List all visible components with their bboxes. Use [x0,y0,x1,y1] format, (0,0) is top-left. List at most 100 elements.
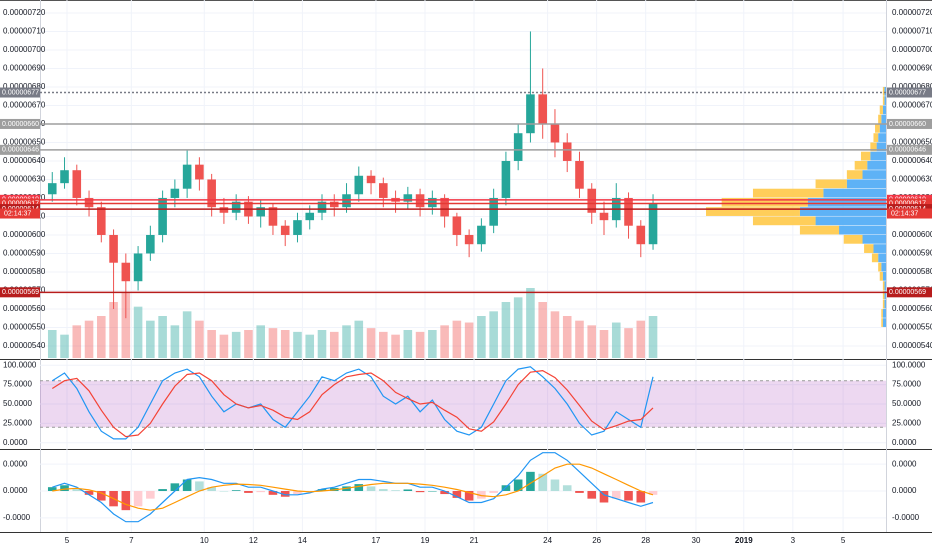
left-tick-label: 25.0000 [3,419,32,428]
candle-body [182,164,192,189]
macd-histogram [207,487,216,491]
volume-bar [648,316,658,358]
volume-bar [391,334,400,358]
x-tick-label: 2019 [735,536,753,545]
profile-down [882,281,885,290]
candle-body [47,183,57,195]
macd-histogram [366,486,376,491]
profile-up [884,299,886,309]
macd-histogram [47,487,57,491]
indicator-line [52,463,654,511]
volume-bar [575,320,584,358]
volume-bar [501,302,511,358]
x-tick-label: 5 [841,536,846,545]
macd-histogram [244,491,253,493]
level-label-bg [0,198,40,209]
level-label: 0.00000677 [2,89,39,96]
x-tick-label: 7 [129,536,134,545]
volume-bar [60,334,69,358]
volume-bar [379,331,388,358]
macd-histogram [526,471,535,491]
macd-histogram [182,479,192,491]
candle-body [648,203,658,245]
candle-body [452,216,462,235]
macd-histogram [391,490,400,491]
macd-histogram [624,491,633,501]
candle-body [538,94,547,124]
right-tick-label: 0.00000690 [892,64,932,73]
left-tick-label: 0.00000630 [3,175,46,184]
volume-bar [636,320,646,358]
volume-bar [268,328,278,358]
profile-down [870,142,877,152]
candle-body [268,207,278,226]
left-tick-label: 50.0000 [3,399,32,408]
profile-down [706,207,800,216]
level-label: 0.00000677 [889,89,926,96]
macd-histogram [60,485,69,491]
volume-bar [464,322,474,358]
x-tick-label: 14 [298,536,307,545]
profile-up [839,225,886,235]
volume-bar [403,330,413,358]
profile-down [843,234,863,244]
candle-body [366,175,376,184]
candle-body [501,160,511,198]
countdown-bg [0,208,40,219]
macd-histogram [354,484,364,491]
level-label: 0.00000660 [2,121,39,128]
candle-body [158,197,167,235]
profile-up [881,114,886,124]
x-tick-label: 26 [592,536,601,545]
level-label: 0.00000660 [889,121,926,128]
volume-bar [293,331,302,358]
macd-histogram [489,491,498,493]
candle-body [207,179,216,208]
candle-body [170,188,180,198]
candle-body [219,207,229,213]
right-tick-label: 0.00000640 [892,156,932,165]
profile-down [815,179,847,189]
x-tick-label: 30 [692,536,701,545]
volume-bar [158,316,167,358]
profile-down [882,290,885,300]
candle-body [636,225,646,245]
right-tick-label: -0.0000 [892,513,920,522]
left-tick-label: 75.0000 [3,380,32,389]
indicator-line [51,369,654,438]
volume-bar [415,331,425,358]
profile-down [875,123,880,133]
indicator-line [51,366,654,440]
candle-body [84,197,94,208]
profile-up [884,290,886,300]
profile-up [862,234,886,244]
candle-body [195,164,204,180]
level-label-bg [0,118,40,129]
profile-up [882,308,886,318]
left-tick-label: 0.00000540 [3,341,46,350]
profile-up [807,197,886,207]
volume-bar [109,302,118,358]
candle-body [403,194,413,202]
macd-histogram [72,489,82,491]
macd-histogram [575,491,584,493]
macd-histogram [280,491,290,497]
macd-histogram [587,491,597,499]
profile-down [860,151,871,161]
right-tick-label: 0.0000 [892,459,917,468]
macd-histogram [611,491,621,499]
profile-down [878,114,882,124]
volume-bar [133,306,143,358]
countdown-bg [887,208,932,219]
volume-bar [182,311,192,358]
macd-histogram [158,489,167,491]
profile-down [878,262,882,272]
profile-up [870,151,886,161]
candle-body [415,194,425,208]
left-tick-label: 0.00000590 [3,249,46,258]
profile-up [867,160,886,170]
volume-bar [305,334,315,358]
level-label-bg [887,287,932,298]
